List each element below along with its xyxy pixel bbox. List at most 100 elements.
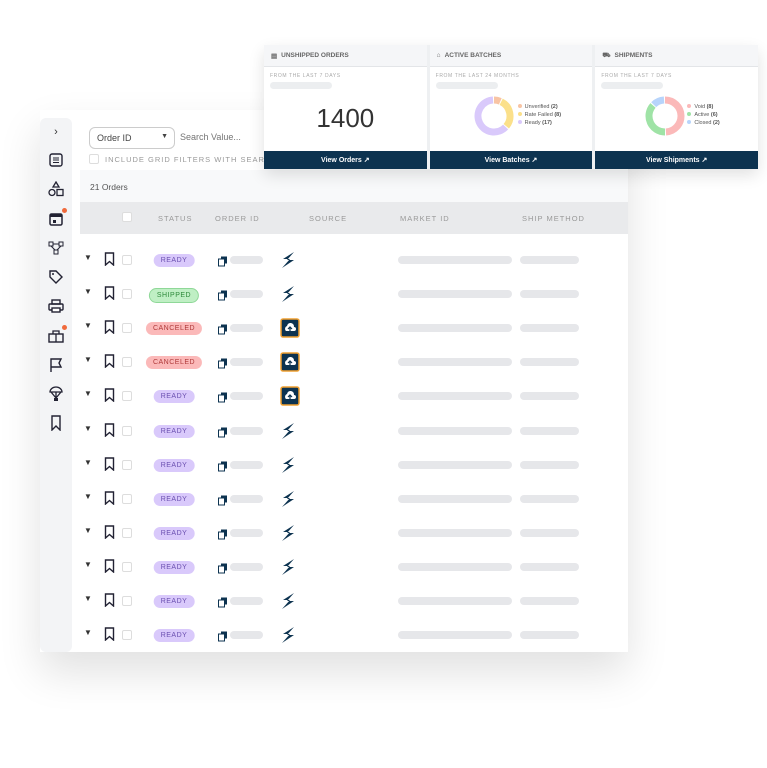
parachute-icon[interactable] [48, 386, 64, 402]
bookmark-icon[interactable] [104, 490, 115, 510]
ship-method-placeholder [520, 494, 579, 503]
row-checkbox[interactable] [122, 255, 132, 265]
col-market-id[interactable]: MARKET ID [400, 214, 450, 223]
expand-caret-icon[interactable]: ▼ [84, 287, 92, 297]
bookmark-icon[interactable] [104, 286, 115, 305]
include-label: INCLUDE GRID FILTERS WITH SEARCH [105, 154, 278, 164]
row-checkbox[interactable] [122, 289, 132, 300]
copy-icon[interactable] [218, 254, 228, 272]
include-grid-filters-checkbox[interactable]: INCLUDE GRID FILTERS WITH SEARCH [89, 154, 278, 164]
row-checkbox[interactable] [122, 527, 132, 538]
bookmark-icon[interactable] [104, 320, 115, 339]
table-row[interactable]: ▼ CANCELED [80, 345, 628, 379]
copy-icon[interactable] [218, 390, 228, 408]
status-badge: READY [153, 526, 195, 540]
row-checkbox[interactable] [122, 630, 132, 641]
status-badge: READY [153, 254, 195, 267]
copy-icon[interactable] [218, 493, 228, 511]
expand-caret-icon[interactable]: ▼ [84, 628, 92, 638]
table-row[interactable]: ▼ READY [80, 379, 628, 413]
expand-chevron-icon[interactable]: › [54, 126, 58, 138]
market-id-placeholder [398, 562, 512, 571]
table-row[interactable]: ▼ READY [80, 243, 628, 277]
table-row[interactable]: ▼ CANCELED [80, 311, 628, 345]
table-row[interactable]: ▼ READY [80, 414, 628, 448]
table-row[interactable]: ▼ READY [80, 482, 628, 516]
view-orders-button[interactable]: View Orders ↗ [264, 151, 427, 169]
copy-icon[interactable] [218, 527, 228, 545]
expand-caret-icon[interactable]: ▼ [84, 559, 92, 569]
bookmark-icon[interactable] [104, 422, 115, 442]
bookmark-icon[interactable] [104, 559, 115, 578]
col-status[interactable]: STATUS [158, 214, 193, 223]
expand-caret-icon[interactable]: ▼ [84, 491, 92, 501]
bookmark-icon[interactable] [104, 593, 115, 612]
bookmark-icon[interactable] [48, 415, 64, 431]
bookmark-icon[interactable] [104, 252, 115, 271]
flag-icon[interactable] [48, 357, 64, 373]
workflow-icon[interactable] [48, 240, 64, 256]
batches-icon[interactable] [48, 325, 67, 344]
bookmark-icon[interactable] [104, 354, 115, 373]
calendar-icon[interactable] [48, 208, 67, 227]
view-shipments-button[interactable]: View Shipments ↗ [595, 151, 759, 169]
ship-method-placeholder [520, 324, 579, 333]
unshipped-count: 1400 [316, 103, 375, 133]
copy-icon[interactable] [218, 322, 228, 340]
copy-icon[interactable] [218, 459, 228, 477]
expand-caret-icon[interactable]: ▼ [84, 457, 92, 467]
expand-caret-icon[interactable]: ▼ [84, 355, 92, 365]
list-icon[interactable] [48, 152, 64, 168]
row-checkbox[interactable] [122, 391, 132, 402]
table-row[interactable]: ▼ READY [80, 584, 628, 618]
col-order-id[interactable]: ORDER ID [215, 214, 260, 223]
row-checkbox[interactable] [122, 323, 132, 334]
search-field-select[interactable]: Order ID ▼ [89, 127, 175, 149]
copy-icon[interactable] [218, 425, 228, 443]
printer-icon[interactable] [48, 298, 64, 314]
expand-caret-icon[interactable]: ▼ [84, 594, 92, 603]
expand-caret-icon[interactable]: ▼ [84, 525, 92, 535]
tags-icon[interactable] [48, 269, 64, 285]
row-checkbox[interactable] [122, 425, 132, 436]
copy-icon[interactable] [218, 561, 228, 579]
search-input[interactable] [180, 132, 265, 142]
table-row[interactable]: ▼ READY [80, 516, 628, 550]
copy-icon[interactable] [218, 356, 228, 374]
col-source[interactable]: SOURCE [309, 214, 348, 223]
table-row[interactable]: ▼ READY [80, 550, 628, 584]
expand-caret-icon[interactable]: ▼ [84, 321, 92, 331]
legend-item: Ready (17) [517, 119, 561, 127]
order-count: 21 Orders [80, 170, 628, 202]
donut-slice-unverified [493, 96, 502, 105]
expand-caret-icon[interactable]: ▼ [84, 423, 92, 433]
bookmark-icon[interactable] [104, 388, 115, 407]
expand-caret-icon[interactable]: ▼ [84, 253, 92, 262]
bookmark-icon[interactable] [104, 456, 115, 476]
ship-method-placeholder [520, 358, 579, 367]
bookmark-icon[interactable] [104, 525, 115, 544]
row-checkbox[interactable] [122, 596, 132, 606]
ship-method-placeholder [520, 256, 579, 264]
select-all-checkbox[interactable] [122, 212, 132, 222]
ship-method-placeholder [520, 528, 579, 537]
table-row[interactable]: ▼ READY [80, 618, 628, 652]
row-checkbox[interactable] [122, 561, 132, 572]
card-subtitle: FROM THE LAST 7 DAYS [601, 73, 672, 79]
table-row[interactable]: ▼ READY [80, 448, 628, 482]
copy-icon[interactable] [218, 595, 228, 613]
bookmark-icon[interactable] [104, 627, 115, 646]
row-checkbox[interactable] [122, 459, 132, 470]
col-ship-method[interactable]: SHIP METHOD [522, 214, 585, 223]
row-checkbox[interactable] [122, 493, 132, 504]
order-id-placeholder [230, 631, 263, 640]
row-checkbox[interactable] [122, 357, 132, 368]
copy-icon[interactable] [218, 288, 228, 306]
view-batches-button[interactable]: View Batches ↗ [429, 151, 593, 169]
table-row[interactable]: ▼ SHIPPED [80, 277, 628, 311]
shapes-icon[interactable] [48, 181, 64, 197]
legend-item: Closed (2) [687, 119, 720, 127]
copy-icon[interactable] [218, 629, 228, 647]
legend-item: Rate Failed (8) [517, 111, 561, 119]
expand-caret-icon[interactable]: ▼ [84, 389, 92, 399]
